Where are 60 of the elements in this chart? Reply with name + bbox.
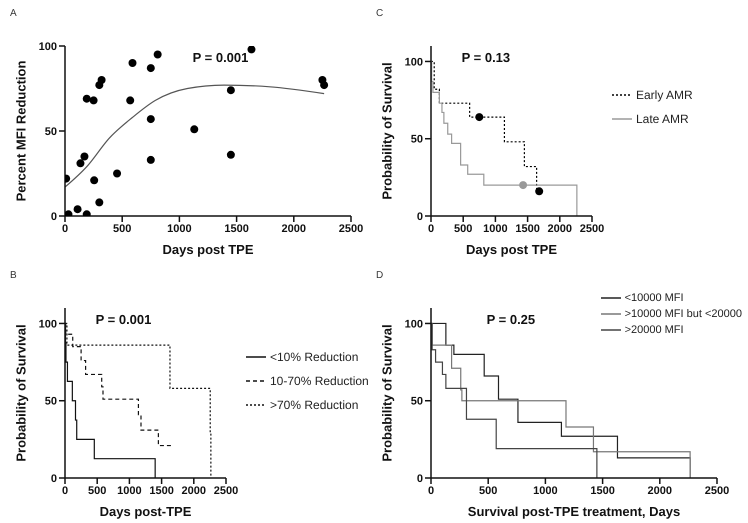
x-tick-label: 2000 bbox=[648, 484, 672, 497]
y-axis-title: Percent MFI Reduction bbox=[14, 60, 29, 202]
x-tick-label: 0 bbox=[428, 484, 434, 497]
x-axis-title: Days post-TPE bbox=[100, 504, 192, 519]
legend-label: >20000 MFI bbox=[624, 324, 684, 336]
y-tick-label: 0 bbox=[50, 472, 57, 485]
y-tick-label: 100 bbox=[38, 40, 57, 53]
y-tick-label: 0 bbox=[50, 210, 57, 223]
x-tick-label: 1000 bbox=[483, 222, 508, 235]
y-tick-label: 50 bbox=[44, 126, 57, 138]
y-axis-title: Probability of Survival bbox=[380, 324, 395, 462]
legend-label: 10-70% Reduction bbox=[270, 374, 369, 388]
chart-title: C bbox=[376, 8, 384, 19]
y-tick-label: 100 bbox=[404, 318, 423, 330]
x-tick-label: 1500 bbox=[590, 484, 615, 497]
x-tick-label: 2500 bbox=[214, 484, 238, 497]
x-tick-label: 1000 bbox=[533, 484, 558, 497]
x-tick-label: 500 bbox=[113, 222, 132, 235]
x-tick-label: 1500 bbox=[224, 222, 249, 235]
y-axis-title: Probability of Survival bbox=[14, 324, 29, 462]
x-tick-label: 0 bbox=[62, 222, 68, 235]
x-tick-label: 500 bbox=[88, 484, 106, 497]
legend-label: Late AMR bbox=[636, 112, 689, 126]
x-tick-label: 1500 bbox=[515, 222, 540, 235]
chart-title: A bbox=[10, 8, 17, 19]
y-tick-label: 50 bbox=[410, 134, 423, 146]
x-tick-label: 0 bbox=[62, 484, 68, 497]
y-axis-title: Probability of Survival bbox=[380, 62, 395, 200]
legend-label: Early AMR bbox=[636, 88, 693, 102]
y-tick-label: 0 bbox=[416, 472, 423, 485]
x-tick-label: 0 bbox=[428, 222, 434, 235]
x-tick-label: 500 bbox=[479, 484, 498, 497]
y-tick-label: 50 bbox=[44, 396, 57, 408]
x-tick-label: 1500 bbox=[149, 484, 174, 497]
x-tick-label: 500 bbox=[454, 222, 472, 235]
x-tick-label: 2500 bbox=[338, 222, 364, 235]
y-tick-label: 100 bbox=[38, 318, 57, 330]
x-tick-label: 1000 bbox=[167, 222, 192, 235]
y-tick-label: 50 bbox=[410, 396, 423, 408]
y-tick-label: 100 bbox=[404, 56, 423, 68]
x-axis-title: Survival post-TPE treatment, Days bbox=[468, 504, 680, 519]
legend-label: <10% Reduction bbox=[270, 350, 358, 364]
x-tick-label: 2500 bbox=[580, 222, 604, 235]
chart-title: D bbox=[376, 270, 384, 281]
x-tick-label: 2000 bbox=[548, 222, 572, 235]
x-tick-label: 2500 bbox=[704, 484, 730, 497]
y-tick-label: 0 bbox=[416, 210, 423, 223]
legend-label: <10000 MFI bbox=[624, 292, 684, 304]
annotation: P = 0.25 bbox=[486, 312, 536, 327]
x-axis-title: Days post TPE bbox=[162, 242, 254, 257]
x-tick-label: 2000 bbox=[182, 484, 206, 497]
legend-label: >10000 MFI but <20000 bbox=[624, 308, 742, 320]
x-axis-title: Days post TPE bbox=[466, 242, 558, 257]
chart-title: B bbox=[10, 270, 17, 281]
annotation: P = 0.001 bbox=[96, 312, 152, 327]
annotation: P = 0.13 bbox=[462, 50, 510, 65]
x-tick-label: 2000 bbox=[282, 222, 306, 235]
legend-label: >70% Reduction bbox=[270, 398, 358, 412]
x-tick-label: 1000 bbox=[117, 484, 142, 497]
annotation: P = 0.001 bbox=[192, 50, 248, 65]
